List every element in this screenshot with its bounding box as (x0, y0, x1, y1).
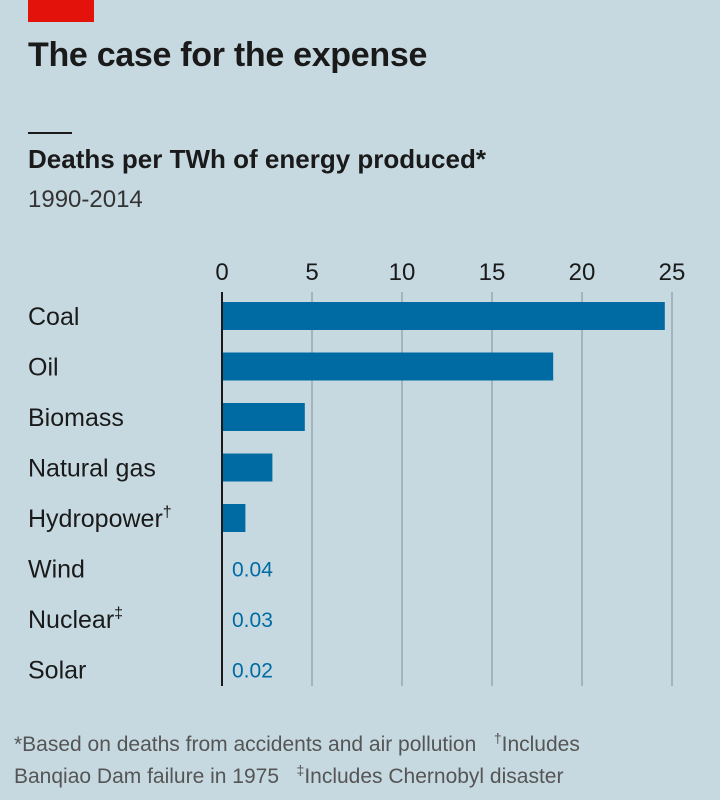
x-tick-label-5: 5 (305, 259, 318, 286)
data-label-wind: 0.04 (232, 559, 273, 582)
bar-natural-gas (222, 453, 273, 482)
category-label-solar: Solar (28, 657, 86, 685)
brand-red-tag (28, 0, 94, 22)
category-label-biomass: Biomass (28, 404, 124, 432)
x-tick-label-20: 20 (569, 259, 596, 286)
category-label-oil: Oil (28, 354, 59, 382)
x-tick-label-10: 10 (389, 259, 416, 286)
bar-hydropower (222, 504, 246, 532)
data-label-solar: 0.02 (232, 660, 273, 683)
bar-biomass (222, 403, 305, 431)
category-mark-hydropower: † (163, 504, 172, 521)
footnote-text-2b: Includes Chernobyl disaster (304, 765, 564, 788)
chart-title: The case for the expense (28, 36, 428, 74)
footnote-text-2a: Banqiao Dam failure in 1975 (14, 765, 280, 788)
category-label-nuclear: Nuclear‡ (28, 605, 123, 634)
footnote-text-1a: *Based on deaths from accidents and air … (14, 733, 477, 756)
chart-subtitle: Deaths per TWh of energy produced* (28, 144, 486, 174)
footnote-mark-dagger: † (493, 730, 502, 746)
footnote-mark-double-dagger: ‡ (296, 762, 305, 778)
x-tick-label-0: 0 (215, 259, 228, 286)
category-mark-nuclear: ‡ (114, 605, 123, 622)
category-label-coal: Coal (28, 303, 79, 331)
bar-chart: 0 5 10 15 20 25 Coal Oil Biomass Natural gas Hydro… (28, 259, 686, 686)
footnote-text-1b: Includes (501, 733, 580, 756)
category-label-hydropower: Hydropower† (28, 504, 172, 533)
title-rule (28, 132, 72, 134)
category-label-natural-gas: Natural gas (28, 455, 156, 483)
x-tick-label-25: 25 (659, 259, 686, 286)
bar-coal (222, 302, 665, 330)
chart-period: 1990-2014 (28, 186, 143, 213)
data-label-nuclear: 0.03 (232, 609, 273, 632)
x-tick-label-15: 15 (479, 259, 506, 286)
footnote-line-1: *Based on deaths from accidents and air … (14, 730, 580, 757)
footnote-line-2: Banqiao Dam failure in 1975 ‡Includes Ch… (14, 762, 563, 789)
category-label-wind: Wind (28, 556, 85, 584)
bar-oil (222, 352, 554, 381)
